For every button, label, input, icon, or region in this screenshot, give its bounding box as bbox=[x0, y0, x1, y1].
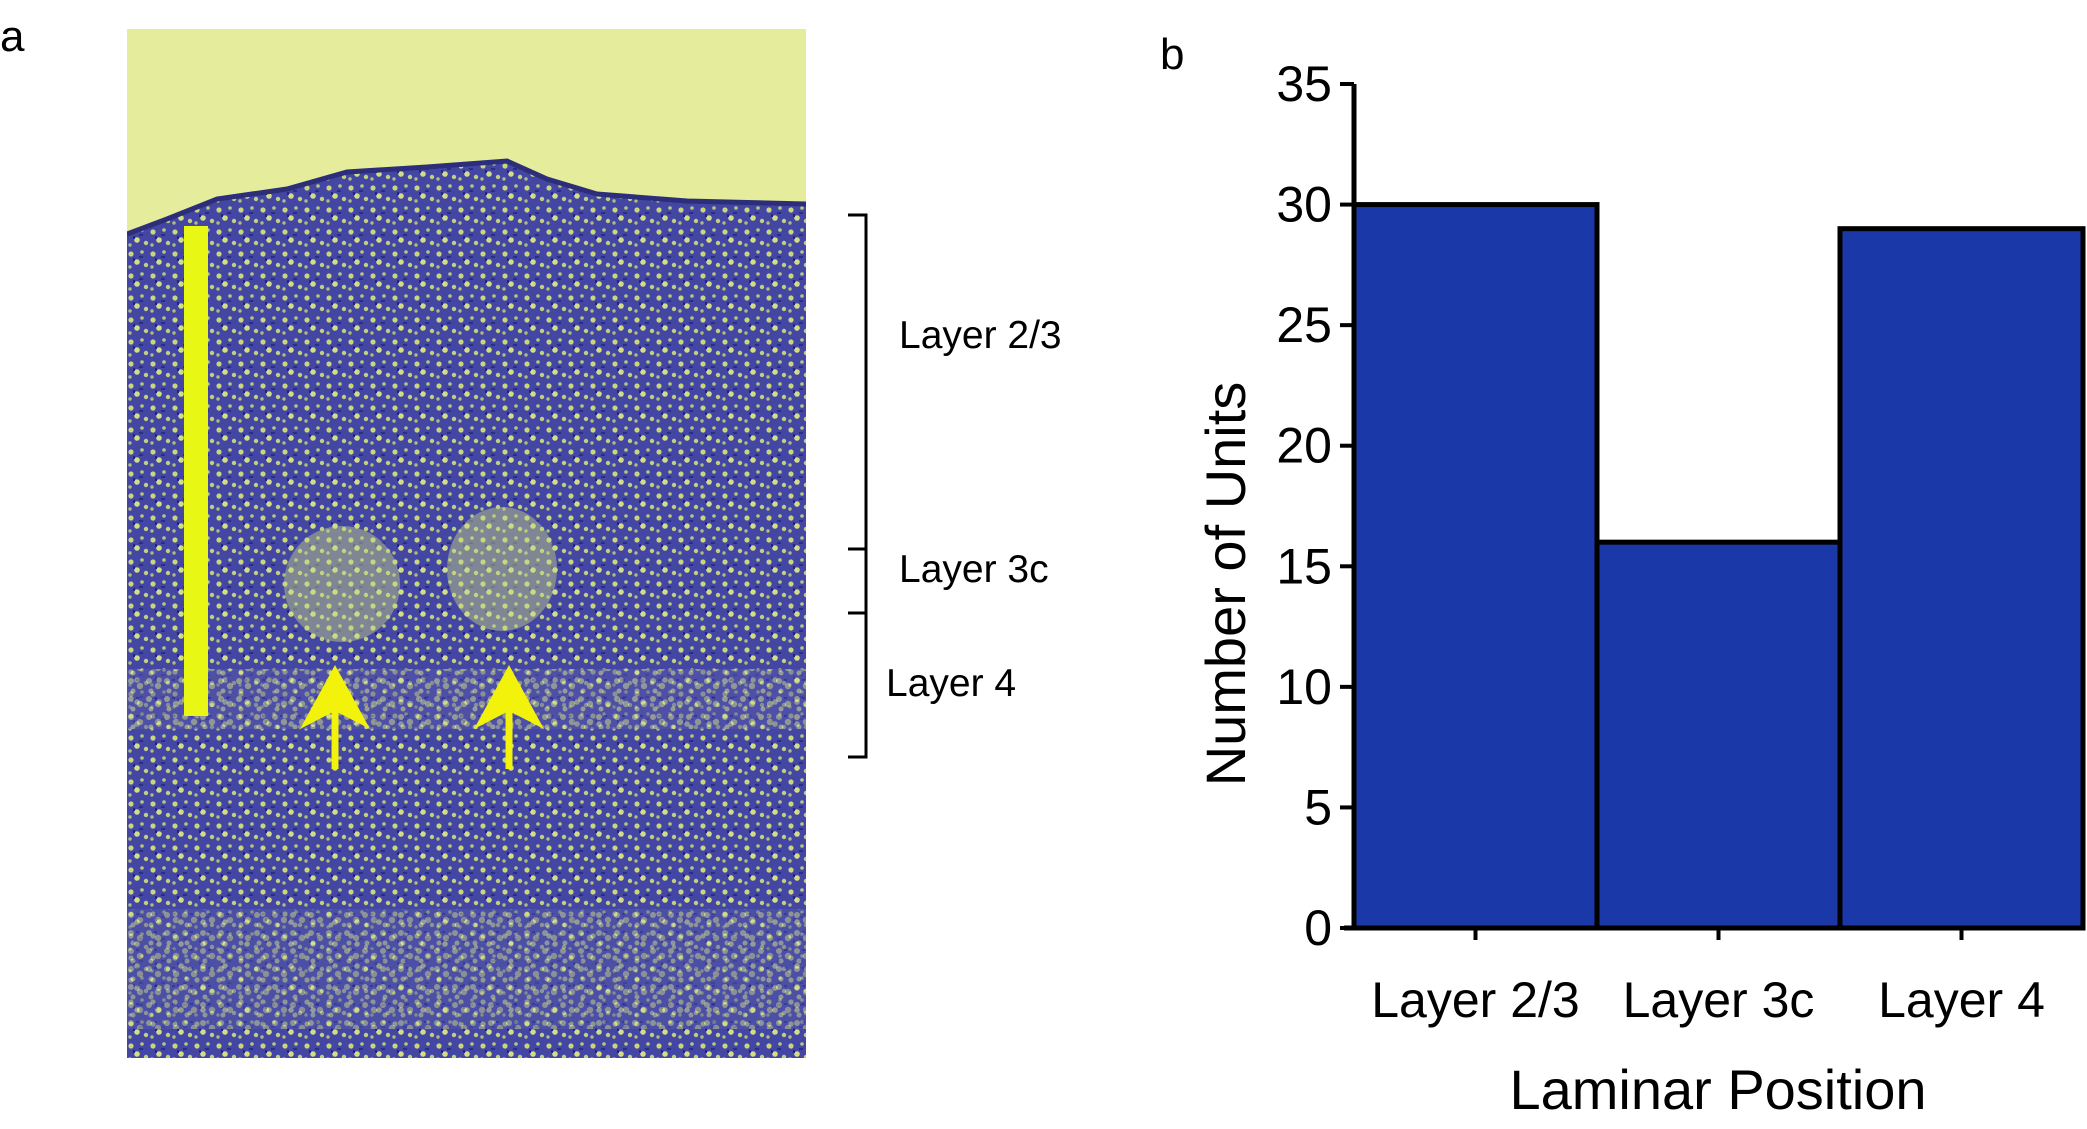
y-axis-title: Number of Units bbox=[1194, 382, 1257, 787]
y-tick-label: 0 bbox=[1304, 900, 1332, 956]
white-matter-band bbox=[127, 909, 806, 1029]
y-tick-label: 30 bbox=[1276, 177, 1332, 233]
bracket-spine bbox=[848, 213, 868, 759]
panel-letter-a: a bbox=[0, 12, 25, 61]
label-layer-3c: Layer 3c bbox=[899, 548, 1049, 591]
bar-2 bbox=[1837, 226, 2086, 931]
x-tick-label: Layer 4 bbox=[1878, 972, 2045, 1028]
arrow-icon bbox=[300, 665, 370, 769]
y-tick-label: 35 bbox=[1276, 56, 1332, 112]
layer-band bbox=[127, 669, 806, 729]
lesion-site bbox=[284, 526, 400, 642]
label-layer-4: Layer 4 bbox=[886, 662, 1017, 705]
bar-1 bbox=[1594, 539, 1843, 931]
scale-bar bbox=[184, 226, 208, 716]
y-tick-label: 20 bbox=[1276, 418, 1332, 474]
y-tick-label: 25 bbox=[1276, 297, 1332, 353]
label-layer-2-3: Layer 2/3 bbox=[899, 314, 1062, 357]
x-axis-title: Laminar Position bbox=[1509, 1058, 1926, 1121]
y-tick-label: 10 bbox=[1276, 659, 1332, 715]
axes-group: Layer 2/3 Layer 3c Layer 4 0 5 10 15 20 25 30 35 bbox=[1276, 56, 2083, 1028]
lesion-site bbox=[447, 507, 557, 631]
histology-image bbox=[127, 29, 806, 1058]
panel-letter-b: b bbox=[1160, 30, 1185, 79]
x-tick-label: Layer 2/3 bbox=[1371, 972, 1579, 1028]
y-tick-label: 5 bbox=[1304, 779, 1332, 835]
cortex-tissue bbox=[127, 161, 806, 1058]
bar-0 bbox=[1351, 202, 1600, 931]
y-tick-label: 15 bbox=[1276, 538, 1332, 594]
arrow-icon bbox=[474, 665, 544, 769]
bars-group bbox=[1351, 202, 2086, 931]
x-tick-label: Layer 3c bbox=[1623, 972, 1815, 1028]
pial-surface bbox=[127, 158, 806, 237]
